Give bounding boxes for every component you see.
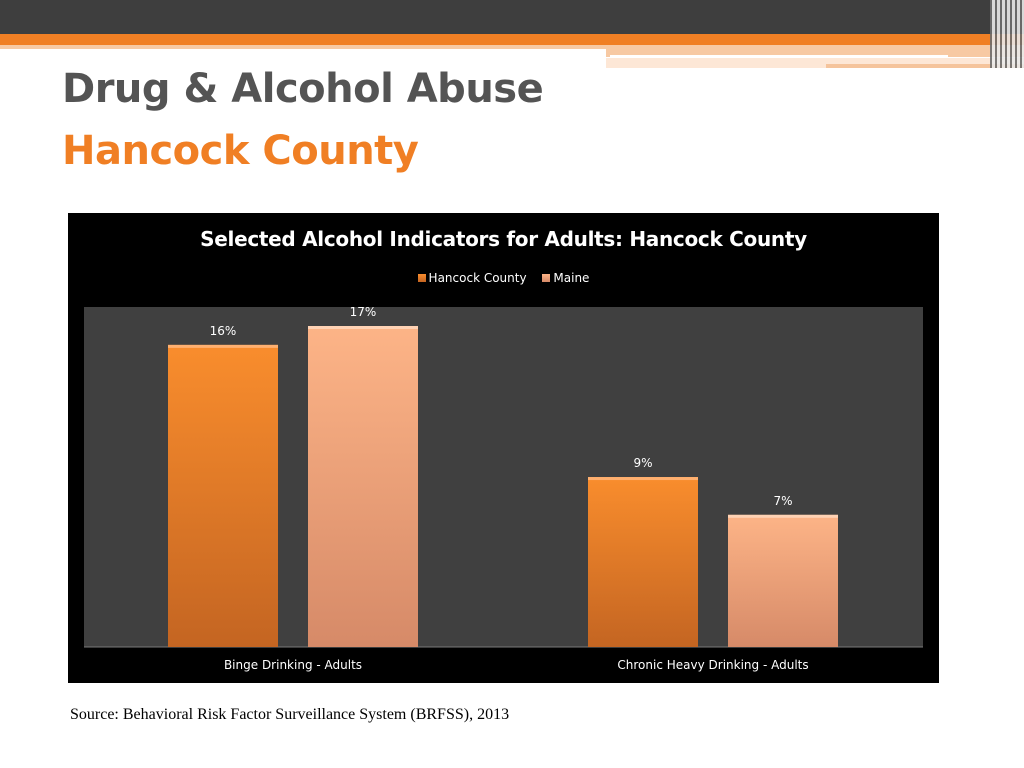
data-label: 17% [350, 305, 377, 319]
bar-maine-chronic [728, 514, 838, 647]
chart-title: Selected Alcohol Indicators for Adults: … [200, 227, 807, 251]
x-tick-label: Chronic Heavy Drinking - Adults [617, 658, 808, 672]
accent-divider [610, 55, 948, 58]
bar-highlight [588, 477, 698, 481]
accent-strip-pale [606, 58, 1024, 68]
corner-decoration [990, 0, 1024, 68]
chart-legend: Hancock County Maine [68, 271, 939, 285]
legend-label-maine: Maine [553, 271, 590, 285]
legend-item-maine: Maine [542, 271, 589, 285]
header-bar [0, 0, 1024, 34]
legend-label-hancock: Hancock County [428, 271, 527, 285]
bar-chart: 16% 17% Binge Drinking - Adults 9% 7% Chronic… [84, 305, 923, 672]
data-label: 7% [773, 494, 792, 508]
data-label: 16% [210, 324, 237, 338]
bar-hancock-chronic [588, 477, 698, 647]
bar-maine-binge [308, 326, 418, 647]
bar-highlight [728, 514, 838, 518]
source-citation: Source: Behavioral Risk Factor Surveilla… [70, 706, 510, 723]
bar-highlight [168, 344, 278, 348]
legend-swatch-maine [542, 274, 551, 282]
bar-highlight [308, 326, 418, 329]
accent-strip [0, 34, 1024, 45]
accent-strip-light [0, 45, 606, 49]
legend-swatch-hancock [417, 274, 426, 282]
data-label: 9% [633, 456, 652, 470]
accent-strip-light-right [606, 45, 1024, 57]
slide-subtitle: Hancock County [62, 128, 419, 174]
accent-strip-pale-2 [826, 64, 1024, 68]
x-tick-label: Binge Drinking - Adults [224, 658, 362, 672]
chart-container: 16% 17% Binge Drinking - Adults 9% 7% Chronic… [68, 213, 939, 683]
bar-hancock-binge [168, 344, 278, 647]
legend-item-hancock: Hancock County [417, 271, 527, 285]
slide-title: Drug & Alcohol Abuse [62, 66, 544, 112]
